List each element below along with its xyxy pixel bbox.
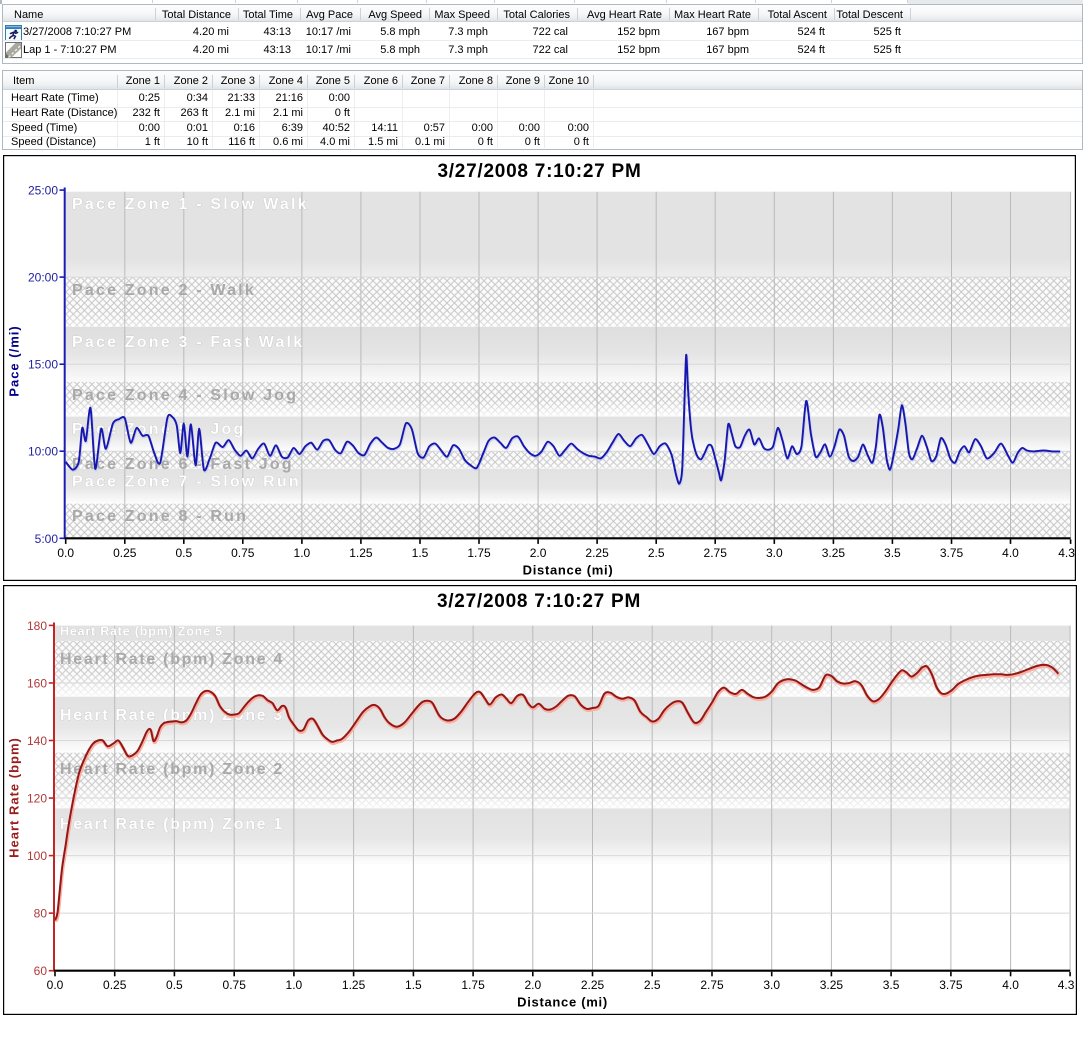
svg-text:20:00: 20:00: [28, 271, 58, 285]
svg-text:1.5: 1.5: [405, 978, 422, 992]
svg-text:Distance (mi): Distance (mi): [517, 995, 608, 1010]
svg-text:0.25: 0.25: [103, 978, 127, 992]
svg-text:0.0: 0.0: [47, 978, 64, 992]
svg-text:3.5: 3.5: [884, 546, 901, 560]
svg-text:10:00: 10:00: [28, 445, 58, 459]
svg-text:140: 140: [27, 734, 47, 748]
svg-text:60: 60: [34, 964, 48, 978]
svg-text:0.0: 0.0: [57, 546, 74, 560]
svg-text:3/27/2008 7:10:27 PM: 3/27/2008 7:10:27 PM: [437, 161, 641, 182]
svg-text:0.5: 0.5: [175, 546, 192, 560]
svg-text:1.75: 1.75: [461, 978, 485, 992]
svg-text:0.5: 0.5: [166, 978, 183, 992]
svg-text:Pace Zone 6 - Fast Jog: Pace Zone 6 - Fast Jog: [72, 456, 294, 473]
svg-text:0.25: 0.25: [113, 546, 137, 560]
svg-text:Distance (mi): Distance (mi): [523, 563, 614, 578]
svg-text:Pace Zone 7 - Slow Run: Pace Zone 7 - Slow Run: [72, 474, 301, 491]
svg-text:1.5: 1.5: [412, 546, 429, 560]
svg-text:3/27/2008 7:10:27 PM: 3/27/2008 7:10:27 PM: [437, 591, 641, 612]
svg-text:Pace Zone 4 - Slow Jog: Pace Zone 4 - Slow Jog: [72, 387, 298, 404]
svg-text:2.5: 2.5: [644, 978, 661, 992]
svg-text:180: 180: [27, 619, 47, 633]
svg-text:100: 100: [27, 849, 47, 863]
svg-text:3.0: 3.0: [763, 978, 780, 992]
svg-text:160: 160: [27, 677, 47, 691]
svg-text:Pace Zone 5 - Jog: Pace Zone 5 - Jog: [72, 421, 245, 438]
svg-text:Pace Zone 8 - Run: Pace Zone 8 - Run: [72, 508, 248, 525]
svg-text:3.25: 3.25: [820, 978, 844, 992]
svg-text:1.25: 1.25: [349, 546, 373, 560]
svg-text:Pace Zone 3 - Fast Walk: Pace Zone 3 - Fast Walk: [72, 334, 304, 351]
svg-text:1.75: 1.75: [467, 546, 491, 560]
svg-text:Heart Rate (bpm) Zone 5: Heart Rate (bpm) Zone 5: [60, 625, 223, 639]
svg-text:3.5: 3.5: [883, 978, 900, 992]
svg-text:2.0: 2.0: [530, 546, 547, 560]
svg-text:3.0: 3.0: [766, 546, 783, 560]
svg-text:0.75: 0.75: [231, 546, 255, 560]
svg-text:3.25: 3.25: [822, 546, 846, 560]
svg-text:1.25: 1.25: [342, 978, 366, 992]
svg-text:Heart Rate (bpm) Zone 4: Heart Rate (bpm) Zone 4: [60, 651, 284, 668]
svg-text:2.5: 2.5: [648, 546, 665, 560]
svg-text:2.75: 2.75: [700, 978, 724, 992]
svg-text:2.25: 2.25: [581, 978, 605, 992]
svg-text:4.0: 4.0: [1002, 978, 1019, 992]
svg-text:3.75: 3.75: [939, 978, 963, 992]
svg-text:4.0: 4.0: [1002, 546, 1019, 560]
svg-text:80: 80: [34, 907, 48, 921]
svg-text:1.0: 1.0: [294, 546, 311, 560]
svg-text:3.75: 3.75: [940, 546, 964, 560]
svg-text:2.0: 2.0: [524, 978, 541, 992]
svg-text:25:00: 25:00: [28, 184, 58, 198]
svg-text:Heart Rate (bpm) Zone 2: Heart Rate (bpm) Zone 2: [60, 761, 284, 778]
svg-text:0.75: 0.75: [223, 978, 247, 992]
svg-text:4.3: 4.3: [1058, 546, 1075, 560]
svg-text:15:00: 15:00: [28, 358, 58, 372]
svg-text:Pace Zone 1 - Slow Walk: Pace Zone 1 - Slow Walk: [72, 196, 309, 213]
svg-text:120: 120: [27, 792, 47, 806]
svg-text:Pace (/mi): Pace (/mi): [7, 325, 22, 396]
svg-text:Heart Rate (bpm) Zone 3: Heart Rate (bpm) Zone 3: [60, 707, 284, 724]
svg-text:5:00: 5:00: [35, 532, 59, 546]
svg-text:4.3: 4.3: [1058, 978, 1075, 992]
svg-text:1.0: 1.0: [286, 978, 303, 992]
svg-text:2.75: 2.75: [704, 546, 728, 560]
svg-text:2.25: 2.25: [585, 546, 609, 560]
svg-text:Pace Zone 2 - Walk: Pace Zone 2 - Walk: [72, 282, 256, 299]
svg-text:Heart Rate (bpm): Heart Rate (bpm): [7, 737, 22, 858]
svg-text:Heart Rate (bpm) Zone 1: Heart Rate (bpm) Zone 1: [60, 816, 284, 833]
